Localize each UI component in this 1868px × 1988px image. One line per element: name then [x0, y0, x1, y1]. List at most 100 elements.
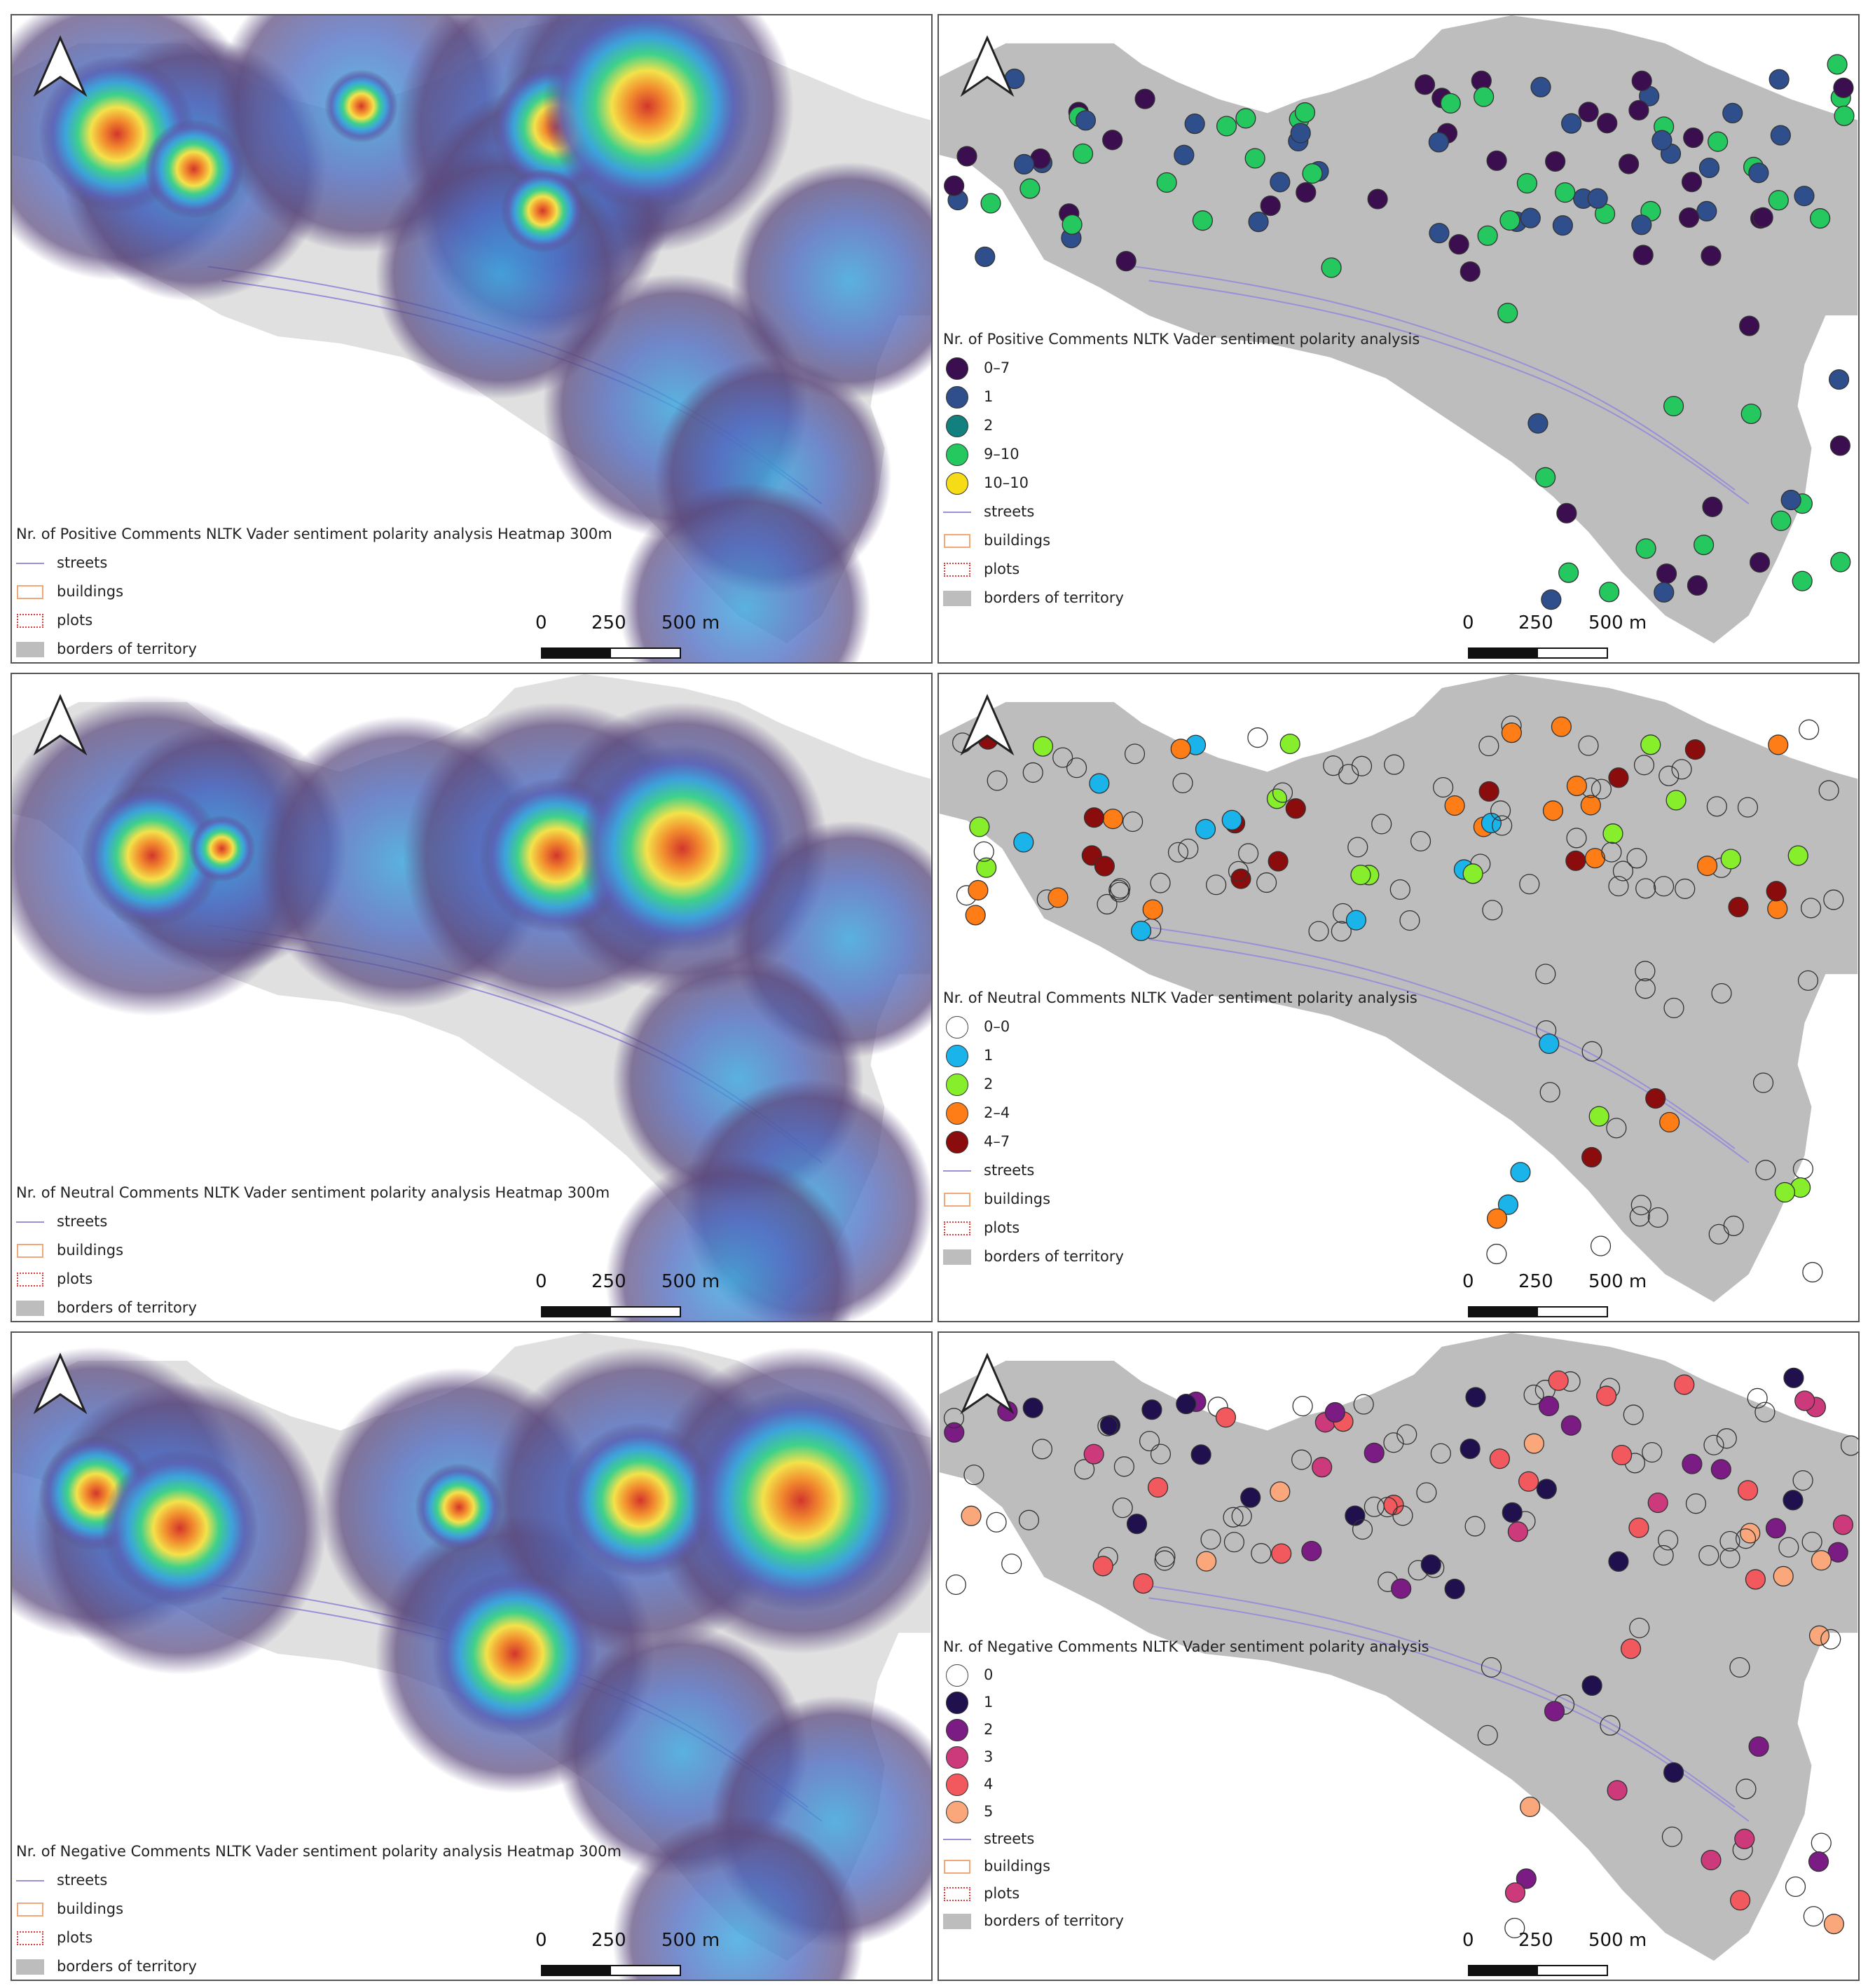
comment-point — [1755, 1160, 1776, 1181]
comment-point — [1633, 245, 1654, 266]
comment-point — [1735, 1528, 1757, 1549]
comment-point — [1618, 153, 1640, 174]
comment-point — [943, 1408, 965, 1429]
legend-item-territory: borders of territory — [16, 635, 612, 662]
legend-item-streets: streets — [943, 1156, 1417, 1185]
comment-point — [1141, 1399, 1162, 1420]
comment-point — [1590, 1235, 1612, 1256]
comment-point — [1428, 132, 1449, 153]
comment-point — [1552, 215, 1573, 236]
pointmap-panel-negative: Nr. of Negative Comments NLTK Vader sent… — [938, 1331, 1860, 1981]
comment-point — [1260, 196, 1281, 217]
comment-point — [1832, 1514, 1854, 1535]
legend-class: 0 — [943, 1661, 1429, 1689]
scale-bar: 0 250 500 m — [1461, 1271, 1647, 1320]
comment-point — [1642, 1441, 1663, 1463]
legend-item-streets: streets — [16, 1866, 621, 1895]
comment-point — [1736, 1778, 1757, 1800]
comment-point — [1720, 849, 1741, 870]
heatmap-panel-neutral: Nr. of Neutral Comments NLTK Vader senti… — [11, 673, 933, 1322]
comment-point — [961, 1505, 982, 1526]
comment-point — [1112, 1497, 1133, 1519]
legend-class: 1 — [943, 383, 1420, 411]
comment-point — [1635, 978, 1656, 999]
comment-point — [1748, 163, 1769, 184]
comment-point — [1510, 1162, 1531, 1183]
legend-class: 2 — [943, 1716, 1429, 1743]
comment-point — [1701, 1849, 1722, 1871]
comment-point — [1150, 872, 1171, 893]
comment-point — [1148, 1476, 1169, 1498]
comment-point — [1780, 489, 1801, 511]
comment-point — [1538, 1395, 1560, 1417]
comment-point — [1687, 575, 1708, 596]
heatmap-map-positive — [12, 15, 931, 662]
comment-point — [1797, 970, 1819, 991]
comment-point — [1656, 563, 1677, 584]
comment-point — [1301, 1540, 1322, 1562]
comment-point — [1560, 1415, 1581, 1436]
comment-point — [976, 857, 997, 878]
comment-point — [1834, 105, 1855, 126]
comment-point — [1308, 921, 1329, 942]
comment-point — [1200, 1529, 1221, 1550]
comment-point — [1752, 207, 1773, 228]
comment-point — [1626, 848, 1647, 869]
comment-point — [944, 175, 965, 196]
comment-point — [1364, 1496, 1385, 1517]
comment-point — [973, 841, 994, 862]
legend-item-territory: borders of territory — [943, 1907, 1429, 1935]
comment-point — [1083, 807, 1105, 828]
comment-point — [1367, 188, 1388, 210]
legend-item-streets: streets — [16, 549, 612, 577]
comment-point — [1729, 1657, 1750, 1678]
comment-point — [1539, 1033, 1560, 1055]
comment-point — [1768, 734, 1789, 755]
comment-point — [1384, 754, 1405, 775]
point-layer — [952, 715, 1844, 1283]
legend-item-buildings: buildings — [943, 526, 1420, 555]
comment-point — [1353, 1394, 1374, 1415]
comment-point — [1754, 1401, 1776, 1423]
comment-point — [1561, 113, 1582, 134]
comment-point — [1345, 1505, 1366, 1526]
comment-point — [1110, 878, 1131, 899]
legend-item-buildings: buildings — [16, 1895, 621, 1924]
comment-point — [1290, 123, 1311, 144]
comment-point — [1448, 234, 1469, 255]
comment-point — [1794, 186, 1815, 207]
comment-point — [1591, 779, 1612, 800]
comment-point — [1578, 735, 1599, 756]
comment-point — [1115, 251, 1136, 272]
comment-point — [1490, 800, 1511, 821]
legend-class: 10–10 — [943, 469, 1420, 498]
comment-point — [1410, 830, 1431, 852]
comment-point — [1444, 795, 1465, 816]
comment-point — [1350, 864, 1371, 886]
heatmap-legend-title: Nr. of Neutral Comments NLTK Vader senti… — [16, 1184, 610, 1201]
comment-point — [1464, 1516, 1485, 1537]
comment-point — [1474, 86, 1495, 107]
comment-point — [1659, 1111, 1680, 1133]
comment-point — [1675, 878, 1696, 899]
comment-point — [1771, 510, 1792, 531]
comment-point — [1240, 1487, 1261, 1508]
comment-point — [1647, 1207, 1668, 1228]
pointmap-map-negative — [939, 1333, 1858, 1961]
legend-item-territory: borders of territory — [16, 1294, 610, 1321]
comment-point — [1608, 876, 1629, 897]
comment-point — [1414, 74, 1436, 95]
comment-point — [1134, 88, 1155, 109]
comment-point — [1607, 1780, 1628, 1801]
comment-point — [1679, 207, 1700, 228]
legend-class: 5 — [943, 1798, 1429, 1825]
comment-point — [1292, 1395, 1313, 1417]
comment-point — [969, 816, 990, 837]
comment-point — [1818, 780, 1839, 801]
legend-class: 1 — [943, 1689, 1429, 1716]
comment-point — [1539, 1082, 1560, 1103]
comment-point — [980, 193, 1001, 214]
comment-point — [956, 146, 977, 167]
heatmap-map-neutral — [12, 674, 931, 1321]
comment-point — [1663, 997, 1684, 1019]
